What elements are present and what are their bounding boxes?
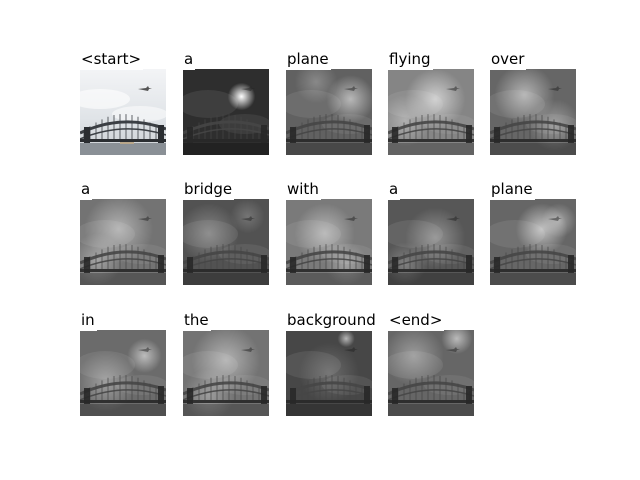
attention-cell: <start> bbox=[80, 51, 166, 155]
attention-map bbox=[183, 69, 269, 155]
attention-cell: with bbox=[286, 181, 372, 285]
attention-cell: a bbox=[388, 181, 474, 285]
caption-word: <start> bbox=[80, 50, 144, 70]
attention-cell: in bbox=[80, 312, 166, 416]
attention-cell: bridge bbox=[183, 181, 269, 285]
attention-map bbox=[490, 69, 576, 155]
attention-cell: a bbox=[183, 51, 269, 155]
attention-cell: plane bbox=[286, 51, 372, 155]
caption-word: plane bbox=[286, 50, 331, 70]
attention-cell: over bbox=[490, 51, 576, 155]
attention-map bbox=[388, 199, 474, 285]
attention-map bbox=[286, 330, 372, 416]
caption-word: in bbox=[80, 311, 97, 331]
attention-map bbox=[80, 330, 166, 416]
caption-word: over bbox=[490, 50, 527, 70]
caption-word: flying bbox=[388, 50, 433, 70]
caption-word: a bbox=[388, 180, 401, 200]
attention-cell: the bbox=[183, 312, 269, 416]
caption-word: the bbox=[183, 311, 211, 331]
attention-map bbox=[286, 69, 372, 155]
caption-word: plane bbox=[490, 180, 535, 200]
attention-map bbox=[490, 199, 576, 285]
attention-cell: a bbox=[80, 181, 166, 285]
attention-map bbox=[80, 199, 166, 285]
attention-map bbox=[183, 199, 269, 285]
caption-word: with bbox=[286, 180, 321, 200]
attention-map bbox=[286, 199, 372, 285]
caption-word: <end> bbox=[388, 311, 445, 331]
attention-map bbox=[388, 330, 474, 416]
original-photo bbox=[80, 69, 166, 155]
attention-map bbox=[388, 69, 474, 155]
attention-map bbox=[183, 330, 269, 416]
attention-cell: background bbox=[286, 312, 378, 416]
caption-word: a bbox=[183, 50, 196, 70]
caption-word: background bbox=[286, 311, 378, 331]
caption-word: a bbox=[80, 180, 93, 200]
caption-word: bridge bbox=[183, 180, 235, 200]
attention-cell: plane bbox=[490, 181, 576, 285]
attention-cell: flying bbox=[388, 51, 474, 155]
attention-cell: <end> bbox=[388, 312, 474, 416]
